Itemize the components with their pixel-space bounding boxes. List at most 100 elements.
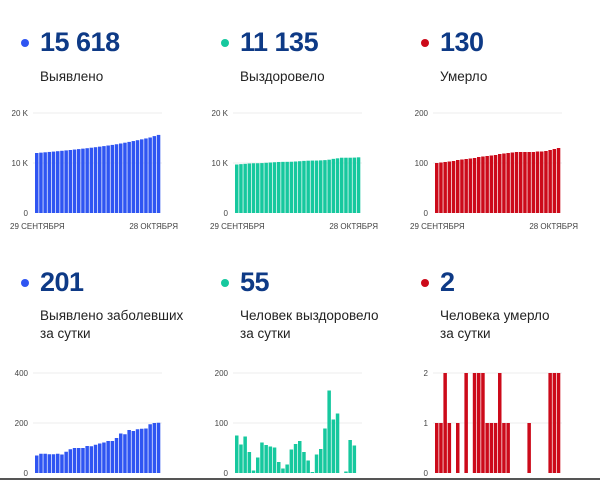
legend-dot-icon <box>21 39 29 47</box>
bar <box>140 139 144 213</box>
bar <box>39 152 43 213</box>
bar <box>556 148 561 213</box>
y-tick-label: 100 <box>215 419 229 428</box>
bar <box>443 162 447 213</box>
legend-dot-icon <box>421 279 429 287</box>
bar <box>243 163 247 213</box>
bar <box>456 160 460 213</box>
bar <box>235 164 239 213</box>
bar-chart: 0 100 200 <box>215 369 362 478</box>
x-tick-label: 29 СЕНТЯБРЯ <box>210 222 265 231</box>
y-tick-label: 10 K <box>212 159 229 168</box>
bar-chart: 0 100 200 29 СЕНТЯБРЯ 28 ОКТЯБРЯ <box>410 109 578 231</box>
bar <box>552 149 557 213</box>
bar <box>156 422 161 473</box>
bar <box>535 151 540 213</box>
bar <box>256 457 260 473</box>
bar <box>260 163 264 213</box>
bar <box>35 153 39 213</box>
stat-label: Человек выздоровело <box>240 308 379 323</box>
bar <box>47 151 52 213</box>
bar <box>485 156 489 213</box>
bar <box>251 470 256 473</box>
bar <box>439 162 443 213</box>
bar <box>464 373 468 473</box>
bar <box>106 441 110 473</box>
bar <box>72 448 77 473</box>
bar <box>39 453 43 473</box>
bar <box>456 423 460 473</box>
bar <box>335 158 340 213</box>
bar <box>98 443 102 473</box>
bar-chart: 0 10 K 20 K 29 СЕНТЯБРЯ 28 ОКТЯБРЯ <box>210 109 378 231</box>
bar <box>102 442 106 473</box>
bar <box>264 445 268 473</box>
bar <box>281 468 285 473</box>
y-tick-label: 200 <box>15 419 29 428</box>
legend-dot-icon <box>421 39 429 47</box>
stat-label: Выявлено заболевших <box>40 308 184 323</box>
bar <box>264 162 268 213</box>
bar <box>156 134 161 213</box>
bar <box>289 161 294 213</box>
bar <box>472 158 477 213</box>
bar <box>310 160 315 213</box>
bar <box>127 141 131 213</box>
stat-label: Человека умерло <box>440 308 550 323</box>
bar <box>140 428 144 473</box>
bar <box>314 454 319 473</box>
bar <box>327 159 331 213</box>
bar <box>81 448 85 473</box>
bar <box>556 373 561 473</box>
y-tick-label: 0 <box>24 209 29 218</box>
y-tick-label: 0 <box>424 469 429 478</box>
bar <box>548 373 552 473</box>
bar-chart: 0 10 K 20 K 29 СЕНТЯБРЯ 28 ОКТЯБРЯ <box>10 109 178 231</box>
bar <box>302 452 306 473</box>
bar <box>548 150 552 213</box>
bar <box>131 141 136 213</box>
bar <box>243 436 247 473</box>
stat-panel: 201 Выявлено заболевших за сутки 0 200 400 <box>0 240 200 480</box>
bar <box>119 433 123 473</box>
bar <box>506 423 510 473</box>
bar <box>98 146 102 213</box>
x-tick-label: 29 СЕНТЯБРЯ <box>410 222 465 231</box>
stat-label: за сутки <box>440 326 491 341</box>
bar <box>306 460 310 473</box>
bar <box>93 444 98 473</box>
bar <box>47 454 52 473</box>
bar <box>527 152 531 213</box>
bar <box>335 413 340 473</box>
y-tick-label: 10 K <box>12 159 29 168</box>
bar <box>77 149 81 213</box>
bar <box>468 158 473 213</box>
y-tick-label: 1 <box>424 419 429 428</box>
bar <box>477 157 481 213</box>
bar <box>72 149 77 213</box>
bar <box>435 423 439 473</box>
bar <box>64 451 68 473</box>
bar <box>144 428 148 473</box>
bar <box>247 163 252 213</box>
bar <box>540 151 544 213</box>
bar <box>506 153 510 213</box>
bar <box>544 151 548 213</box>
bar <box>502 153 506 213</box>
bar <box>323 428 327 473</box>
bar <box>472 373 477 473</box>
stat-value: 2 <box>440 267 455 297</box>
legend-dot-icon <box>21 279 29 287</box>
bar <box>51 454 56 473</box>
bar <box>331 158 336 213</box>
y-tick-label: 20 K <box>12 109 29 118</box>
bar <box>102 146 106 213</box>
bottom-divider <box>0 478 600 480</box>
y-tick-label: 0 <box>24 469 29 478</box>
bar <box>56 453 60 473</box>
bar <box>460 159 464 213</box>
bar <box>493 155 498 213</box>
stat-panel: 2 Человека умерло за сутки 0 1 2 <box>400 240 600 480</box>
bar <box>314 160 319 213</box>
stat-value: 11 135 <box>240 27 319 57</box>
